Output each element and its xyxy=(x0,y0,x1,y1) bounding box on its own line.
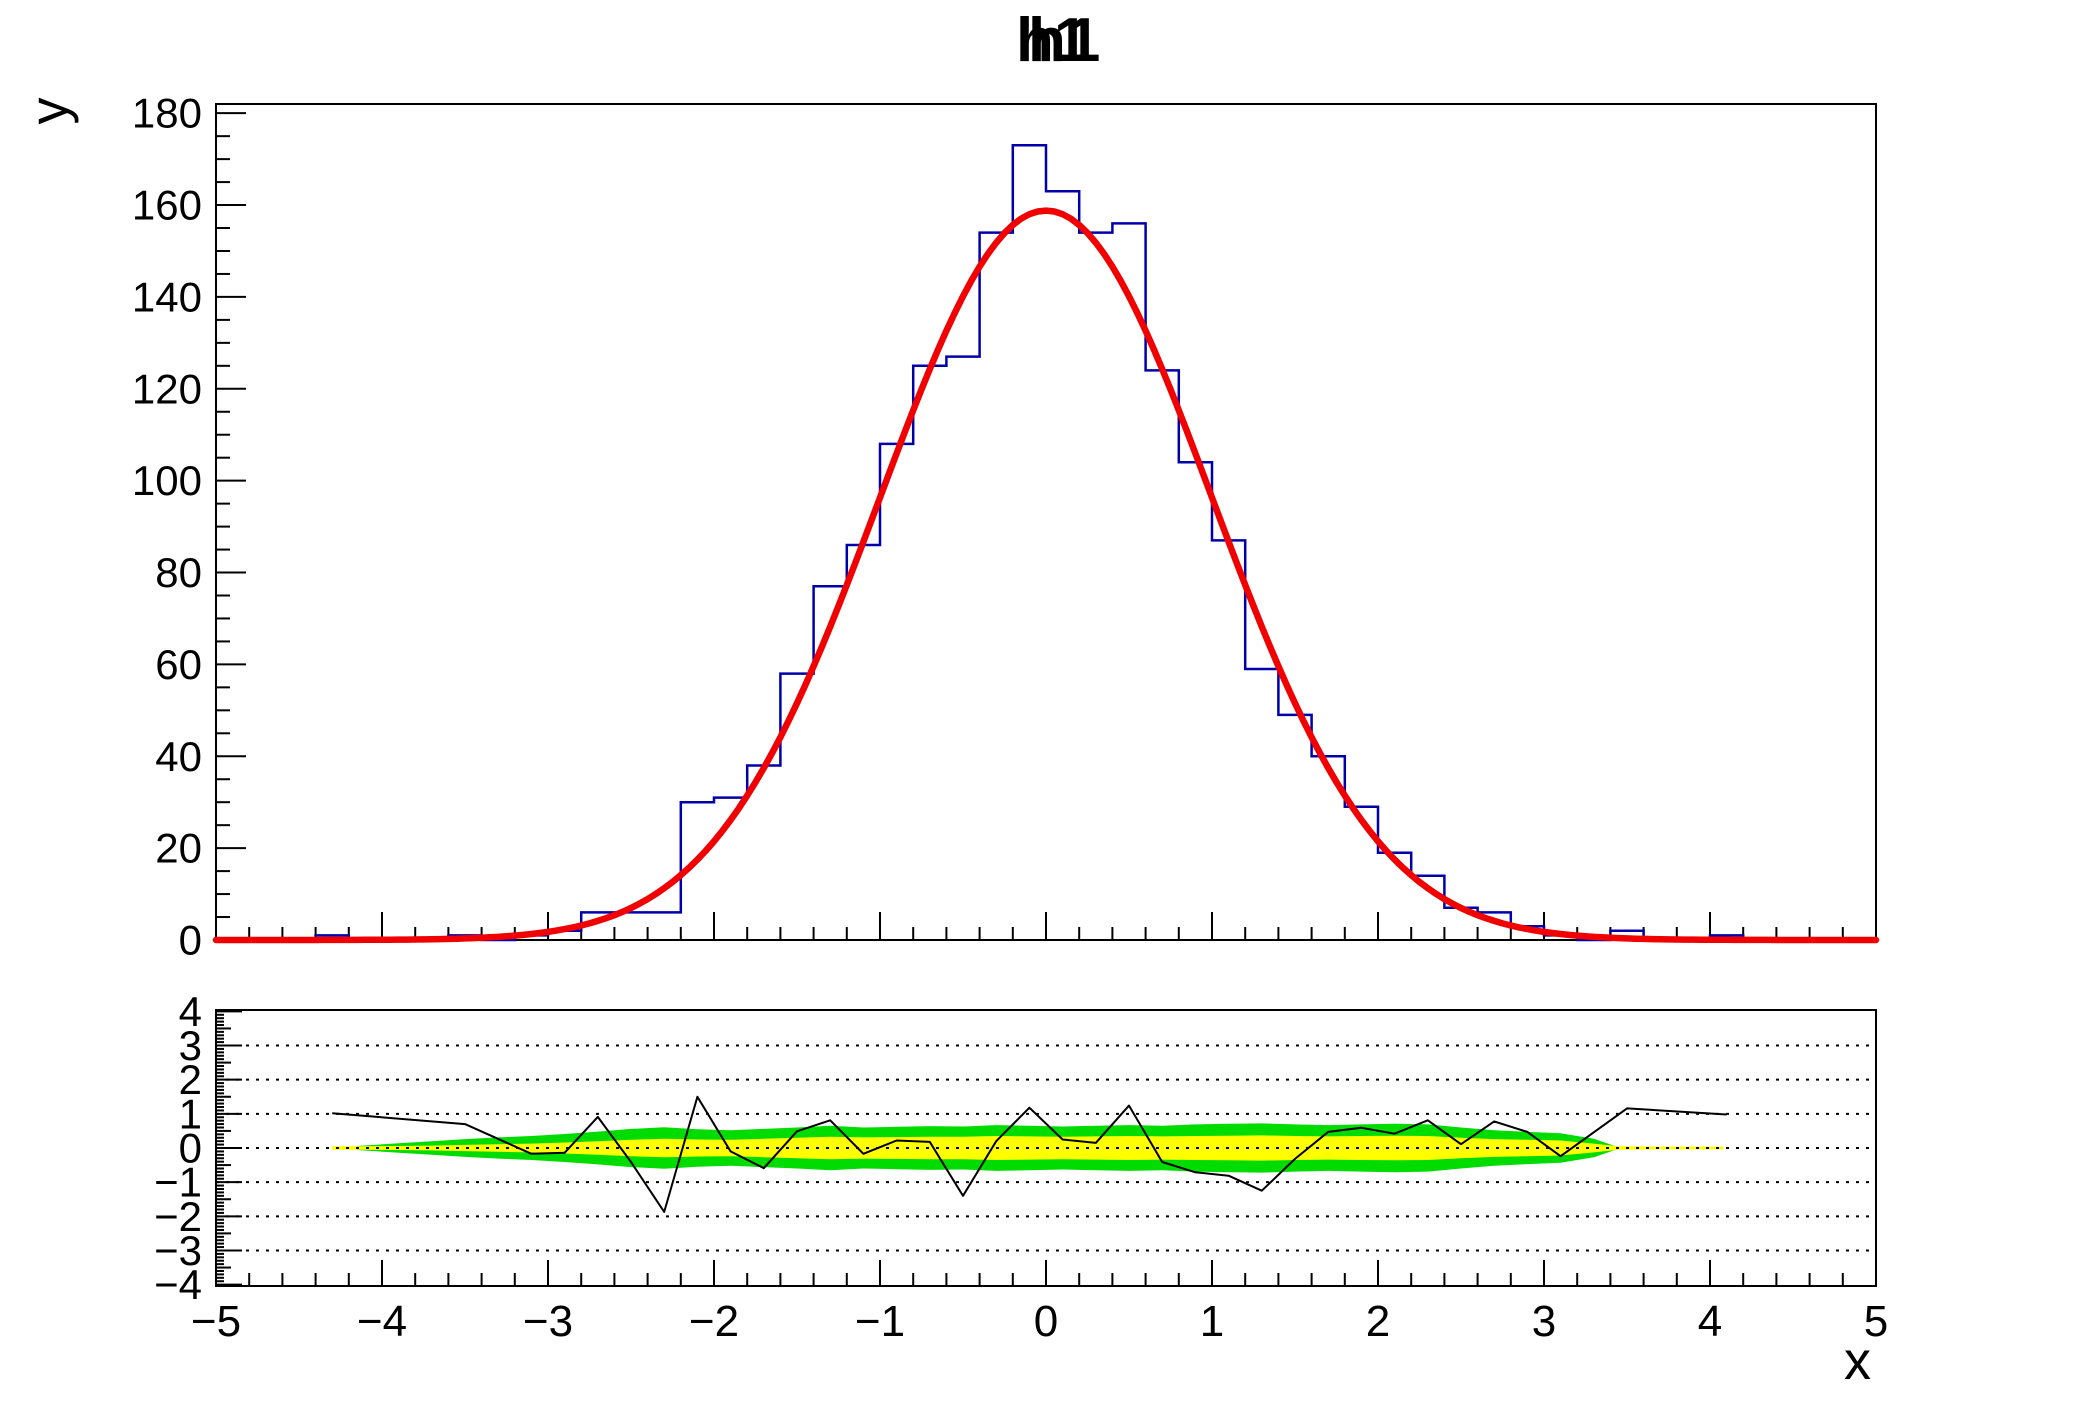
main-y-tick-label: 60 xyxy=(155,641,202,688)
x-tick-label: 3 xyxy=(1532,1297,1556,1346)
ratio-y-tick-label: −4 xyxy=(154,1261,202,1308)
x-tick-label: 0 xyxy=(1034,1297,1058,1346)
ratio-y-tick-label: 4 xyxy=(179,988,202,1035)
x-tick-label: −2 xyxy=(689,1297,739,1346)
fit-curve xyxy=(212,207,1880,944)
main-y-tick-label: 180 xyxy=(132,90,202,137)
chart-title-echo: h1 xyxy=(1028,6,1101,75)
histogram-line xyxy=(216,144,1876,942)
main-y-tick-label: 20 xyxy=(155,825,202,872)
x-tick-label: −5 xyxy=(191,1297,241,1346)
main-y-tick-label: 0 xyxy=(179,917,202,964)
main-y-tick-label: 140 xyxy=(132,273,202,320)
x-tick-label: −4 xyxy=(357,1297,407,1346)
ratio-y-tick-label: −1 xyxy=(154,1159,202,1206)
ratio-y-tick-label: 1 xyxy=(179,1090,202,1137)
ratio-y-tick-label: 2 xyxy=(179,1056,202,1103)
x-tick-label: −3 xyxy=(523,1297,573,1346)
main-frame xyxy=(215,103,1877,941)
ratio-y-tick-label: −2 xyxy=(154,1193,202,1240)
y-axis-title: y xyxy=(19,97,80,125)
main-y-tick-label: 80 xyxy=(155,549,202,596)
ratio-y-tick-label: 0 xyxy=(179,1125,202,1172)
x-tick-label: 4 xyxy=(1698,1297,1722,1346)
chart-title: h1 xyxy=(1016,6,1089,75)
x-axis-title: x xyxy=(1844,1331,1871,1391)
pull-line xyxy=(332,1095,1727,1213)
x-tick-label: 2 xyxy=(1366,1297,1390,1346)
main-y-tick-label: 160 xyxy=(132,182,202,229)
ratio-y-tick-label: 3 xyxy=(179,1022,202,1069)
x-tick-label: −1 xyxy=(855,1297,905,1346)
x-tick-label: 5 xyxy=(1864,1297,1888,1346)
main-y-tick-label: 40 xyxy=(155,733,202,780)
x-tick-label: 1 xyxy=(1200,1297,1224,1346)
ratio-y-tick-label: −3 xyxy=(154,1227,202,1274)
main-y-tick-label: 120 xyxy=(132,365,202,412)
main-y-tick-label: 100 xyxy=(132,457,202,504)
